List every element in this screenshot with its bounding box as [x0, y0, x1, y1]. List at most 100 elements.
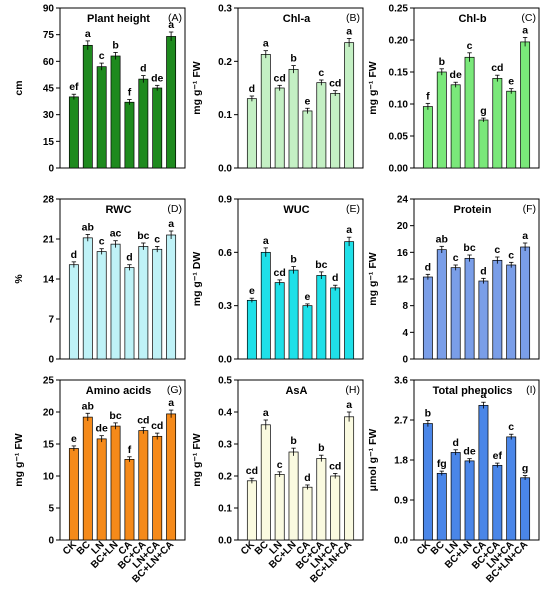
significance-letter: b [318, 442, 324, 454]
bar [82, 44, 93, 169]
bar [68, 96, 79, 169]
panel-label: (B) [346, 12, 360, 24]
y-tick-label: 3.6 [394, 376, 408, 387]
bar [124, 267, 135, 360]
significance-letter: bc [109, 410, 121, 422]
significance-letter: ac [110, 228, 122, 240]
bar [344, 241, 355, 360]
bar [492, 259, 503, 360]
y-tick-label: 0.0 [218, 536, 232, 547]
bar [260, 251, 271, 360]
bar [138, 246, 149, 360]
y-tick-label: 45 [43, 84, 55, 95]
chart-panel-i: 0.0 0.9 1.8 2.7 3.6 μmol g⁻¹ FW Total phenolic… [367, 376, 540, 585]
bar [96, 251, 107, 360]
significance-letter: a [346, 25, 352, 37]
y-tick-label: 0.6 [218, 248, 232, 259]
significance-letter: e [508, 76, 514, 88]
y-axis-label: μmol g⁻¹ FW [367, 429, 379, 492]
bar [110, 425, 121, 541]
significance-letter: de [151, 72, 163, 84]
bar [492, 78, 503, 169]
bar [124, 459, 135, 541]
significance-letter: fg [437, 458, 447, 470]
panel-label: (H) [345, 384, 360, 396]
bar [82, 237, 93, 360]
chart-panel-c: 0.00 0.05 0.10 0.15 0.20 0.25 mg g⁻¹ FW Chl-b (C… [367, 4, 540, 175]
significance-letter: b [290, 435, 296, 447]
y-tick-label: 0.0 [218, 164, 232, 175]
y-tick-label: 0.15 [389, 68, 409, 79]
panel-label: (I) [526, 384, 536, 396]
significance-letter: a [168, 397, 174, 409]
significance-letter: d [452, 437, 458, 449]
significance-letter: f [128, 444, 132, 456]
y-tick-label: 0.0 [394, 536, 408, 547]
y-tick-label: 15 [43, 440, 55, 451]
y-tick-label: 28 [43, 195, 55, 206]
panel-label: (C) [521, 12, 536, 24]
bar [110, 243, 121, 360]
chart-title: Chl-a [283, 13, 311, 25]
y-tick-label: 0.3 [218, 301, 232, 312]
bar [422, 423, 433, 541]
significance-letter: d [126, 252, 132, 264]
significance-letter: d [71, 249, 77, 261]
bar [330, 475, 341, 541]
bar [110, 55, 121, 169]
bar [246, 480, 257, 541]
bar [288, 451, 299, 541]
significance-letter: c [154, 233, 160, 245]
significance-letter: c [277, 459, 283, 471]
bar [316, 275, 327, 360]
significance-letter: cd [491, 62, 503, 74]
y-axis-label: mg g⁻¹ FW [367, 252, 379, 305]
y-tick-label: 14 [43, 275, 55, 286]
bar [152, 87, 163, 169]
bar [246, 299, 257, 360]
y-tick-label: 10 [43, 472, 55, 483]
bar [152, 248, 163, 360]
significance-letter: c [99, 50, 105, 62]
y-tick-label: 0.10 [389, 100, 409, 111]
y-tick-label: 5 [48, 504, 54, 515]
chart-title: AsA [285, 385, 307, 397]
bar [450, 84, 461, 169]
y-tick-label: 8 [402, 301, 408, 312]
bar [274, 474, 285, 541]
bar [274, 282, 285, 360]
bar [478, 280, 489, 360]
bar [302, 486, 313, 541]
bar [450, 452, 461, 541]
bar [464, 56, 475, 169]
significance-letter: d [304, 472, 310, 484]
significance-letter: e [71, 433, 77, 445]
bar [138, 430, 149, 541]
y-tick-label: 0.3 [218, 440, 232, 451]
bar [316, 458, 327, 541]
panel-label: (E) [346, 203, 360, 215]
y-tick-label: 30 [43, 110, 55, 121]
y-tick-label: 4 [402, 328, 408, 339]
y-tick-label: 0.3 [218, 4, 232, 15]
significance-letter: d [140, 63, 146, 75]
significance-letter: a [263, 235, 269, 247]
y-tick-label: 20 [43, 408, 55, 419]
significance-letter: a [168, 218, 174, 230]
bar [506, 90, 517, 169]
significance-letter: bc [137, 230, 149, 242]
chart-title: Chl-b [458, 13, 486, 25]
significance-letter: e [305, 291, 311, 303]
y-axis-label: cm [13, 80, 25, 95]
bar [506, 436, 517, 541]
significance-letter: e [249, 285, 255, 297]
bar [520, 246, 531, 360]
significance-letter: b [290, 53, 296, 65]
significance-letter: de [463, 446, 475, 458]
bar [330, 287, 341, 360]
significance-letter: cd [329, 460, 341, 472]
bar [450, 267, 461, 360]
significance-letter: cd [329, 78, 341, 90]
significance-letter: g [522, 463, 528, 475]
